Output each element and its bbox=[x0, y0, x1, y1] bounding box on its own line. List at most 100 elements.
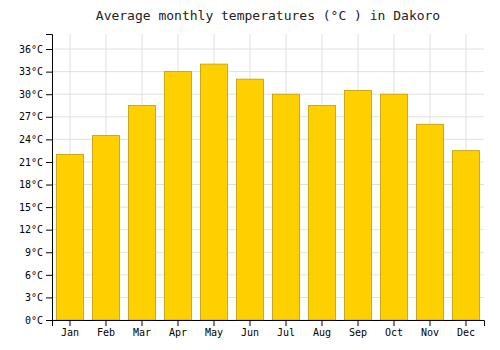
y-tick: 3°C bbox=[25, 292, 52, 303]
y-axis-line bbox=[46, 35, 53, 321]
x-tick-label: May bbox=[205, 327, 223, 338]
x-tick: Mar bbox=[133, 320, 151, 338]
x-tick-label: Dec bbox=[457, 327, 475, 338]
y-axis: 0°C 3°C 6°C 9°C 12°C 15°C 18°C 21°C 24°C 27°C 30°C… bbox=[19, 35, 53, 326]
y-tick-mark bbox=[46, 297, 52, 298]
x-tick: Sep bbox=[349, 320, 367, 338]
bar bbox=[129, 106, 156, 321]
chart: 0°C 3°C 6°C 9°C 12°C 15°C 18°C 21°C 24°C 27°C 30°C… bbox=[0, 0, 500, 350]
x-tick-mark bbox=[358, 320, 359, 326]
x-tick: Feb bbox=[97, 320, 115, 338]
x-axis-line bbox=[53, 321, 485, 327]
y-tick-mark bbox=[46, 207, 52, 208]
y-tick-mark bbox=[46, 275, 52, 276]
x-tick-label: Nov bbox=[421, 327, 439, 338]
x-tick-mark bbox=[214, 320, 215, 326]
y-tick-label: 27°C bbox=[19, 111, 43, 122]
y-tick: 36°C bbox=[19, 44, 52, 55]
bar bbox=[417, 124, 444, 320]
x-tick-mark bbox=[430, 320, 431, 326]
y-tick-mark bbox=[46, 320, 52, 321]
y-tick: 27°C bbox=[19, 111, 52, 122]
y-tick-label: 3°C bbox=[25, 292, 43, 303]
y-tick-label: 12°C bbox=[19, 224, 43, 235]
y-tick: 6°C bbox=[25, 270, 52, 281]
x-tick-label: Apr bbox=[169, 327, 187, 338]
y-tick: 21°C bbox=[19, 157, 52, 168]
x-tick-label: Oct bbox=[385, 327, 403, 338]
title: Average monthly temperatures (°C ) in Da… bbox=[96, 8, 440, 23]
x-tick-mark bbox=[70, 320, 71, 326]
y-tick-label: 21°C bbox=[19, 157, 43, 168]
grid-line-y bbox=[52, 71, 484, 72]
bar bbox=[201, 64, 228, 320]
x-tick: Oct bbox=[385, 320, 403, 338]
x-tick-label: Jan bbox=[61, 327, 79, 338]
x-tick: Jun bbox=[241, 320, 259, 338]
y-tick-label: 33°C bbox=[19, 66, 43, 77]
grid-line-y bbox=[52, 94, 484, 95]
x-tick-label: Jul bbox=[277, 327, 295, 338]
x-tick: Jan bbox=[61, 320, 79, 338]
bar bbox=[93, 136, 120, 320]
y-tick-mark bbox=[46, 162, 52, 163]
y-tick: 15°C bbox=[19, 202, 52, 213]
grid bbox=[52, 34, 484, 320]
grid-line-y bbox=[52, 49, 484, 50]
bar bbox=[381, 94, 408, 320]
y-tick-label: 6°C bbox=[25, 270, 43, 281]
x-tick-mark bbox=[322, 320, 323, 326]
x-tick: Nov bbox=[421, 320, 439, 338]
x-tick-mark bbox=[142, 320, 143, 326]
x-tick: Aug bbox=[313, 320, 331, 338]
y-tick: 30°C bbox=[19, 89, 52, 100]
bar bbox=[57, 154, 84, 320]
y-tick-mark bbox=[46, 185, 52, 186]
x-tick-mark bbox=[466, 320, 467, 326]
y-tick-mark bbox=[46, 252, 52, 253]
y-tick: 0°C bbox=[25, 315, 52, 326]
y-tick: 9°C bbox=[25, 247, 52, 258]
bars bbox=[57, 64, 480, 320]
y-tick: 12°C bbox=[19, 224, 52, 235]
bar bbox=[273, 94, 300, 320]
bar bbox=[309, 106, 336, 321]
x-tick: Apr bbox=[169, 320, 187, 338]
bar bbox=[165, 72, 192, 320]
y-tick-label: 18°C bbox=[19, 179, 43, 190]
x-tick: Dec bbox=[457, 320, 475, 338]
bar bbox=[345, 90, 372, 320]
x-tick-mark bbox=[286, 320, 287, 326]
y-tick: 18°C bbox=[19, 179, 52, 190]
x-tick-label: Jun bbox=[241, 327, 259, 338]
bar bbox=[237, 79, 264, 320]
y-tick-label: 24°C bbox=[19, 134, 43, 145]
y-tick-mark bbox=[46, 94, 52, 95]
x-tick-label: Mar bbox=[133, 327, 151, 338]
y-tick-mark bbox=[46, 117, 52, 118]
y-tick-mark bbox=[46, 49, 52, 50]
y-tick-mark bbox=[46, 230, 52, 231]
y-tick-label: 15°C bbox=[19, 202, 43, 213]
grid-line-y bbox=[52, 116, 484, 117]
y-tick-mark bbox=[46, 139, 52, 140]
x-tick-mark bbox=[106, 320, 107, 326]
x-tick-mark bbox=[250, 320, 251, 326]
x-tick-mark bbox=[178, 320, 179, 326]
y-tick-mark bbox=[46, 72, 52, 73]
x-tick-label: Aug bbox=[313, 327, 331, 338]
y-tick-label: 9°C bbox=[25, 247, 43, 258]
x-tick-label: Sep bbox=[349, 327, 367, 338]
y-tick-label: 36°C bbox=[19, 44, 43, 55]
y-tick: 24°C bbox=[19, 134, 52, 145]
x-axis: Jan Feb Mar Apr May Jun Jul Aug Sep Oct Nov Dec bbox=[53, 320, 485, 338]
plot-area: 0°C 3°C 6°C 9°C 12°C 15°C 18°C 21°C 24°C 27°C 30°C… bbox=[19, 34, 485, 338]
bar bbox=[453, 151, 480, 320]
x-tick: Jul bbox=[277, 320, 295, 338]
y-tick-label: 30°C bbox=[19, 89, 43, 100]
x-tick: May bbox=[205, 320, 223, 338]
y-tick: 33°C bbox=[19, 66, 52, 77]
x-tick-mark bbox=[394, 320, 395, 326]
x-tick-label: Feb bbox=[97, 327, 115, 338]
y-tick-label: 0°C bbox=[25, 315, 43, 326]
